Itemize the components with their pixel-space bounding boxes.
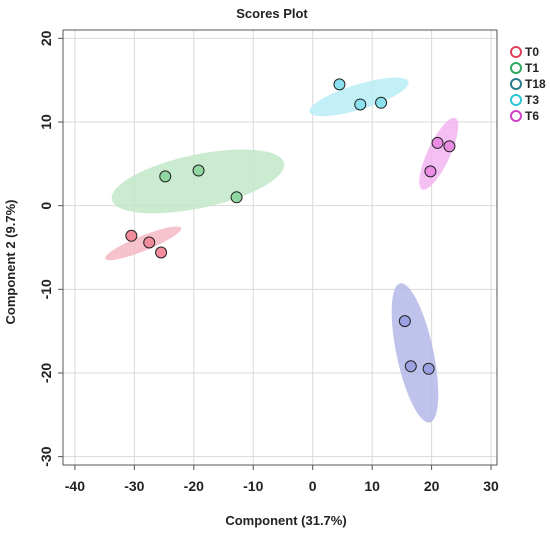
y-tick-label: -30 bbox=[38, 446, 54, 466]
point-t3 bbox=[334, 79, 345, 90]
x-tick-label: 0 bbox=[309, 478, 317, 494]
point-t6 bbox=[444, 141, 455, 152]
x-tick-label: -20 bbox=[184, 478, 204, 494]
x-tick-label: 10 bbox=[364, 478, 380, 494]
x-axis-label: Component (31.7%) bbox=[225, 513, 346, 528]
y-axis-label: Component 2 (9.7%) bbox=[3, 200, 18, 325]
y-tick-label: 0 bbox=[38, 202, 54, 210]
point-t6 bbox=[425, 166, 436, 177]
point-t6 bbox=[432, 137, 443, 148]
chart-title: Scores Plot bbox=[236, 6, 308, 21]
x-tick-label: 20 bbox=[424, 478, 440, 494]
point-t18 bbox=[399, 316, 410, 327]
y-tick-label: -20 bbox=[38, 363, 54, 383]
point-t0 bbox=[126, 230, 137, 241]
point-t1 bbox=[160, 171, 171, 182]
legend-label-t18: T18 bbox=[525, 77, 546, 91]
legend-label-t6: T6 bbox=[525, 109, 539, 123]
point-t0 bbox=[156, 247, 167, 258]
x-tick-label: 30 bbox=[483, 478, 499, 494]
y-tick-label: 10 bbox=[38, 114, 54, 130]
x-tick-label: -10 bbox=[243, 478, 263, 494]
point-t0 bbox=[144, 237, 155, 248]
point-t3 bbox=[376, 97, 387, 108]
x-tick-label: -40 bbox=[65, 478, 85, 494]
y-tick-label: 20 bbox=[38, 30, 54, 46]
point-t18 bbox=[405, 361, 416, 372]
point-t1 bbox=[193, 165, 204, 176]
point-t18 bbox=[423, 363, 434, 374]
legend-label-t3: T3 bbox=[525, 93, 539, 107]
point-t1 bbox=[231, 192, 242, 203]
legend-label-t1: T1 bbox=[525, 61, 539, 75]
point-t3 bbox=[355, 99, 366, 110]
x-tick-label: -30 bbox=[124, 478, 144, 494]
legend-label-t0: T0 bbox=[525, 45, 539, 59]
y-tick-label: -10 bbox=[38, 279, 54, 299]
